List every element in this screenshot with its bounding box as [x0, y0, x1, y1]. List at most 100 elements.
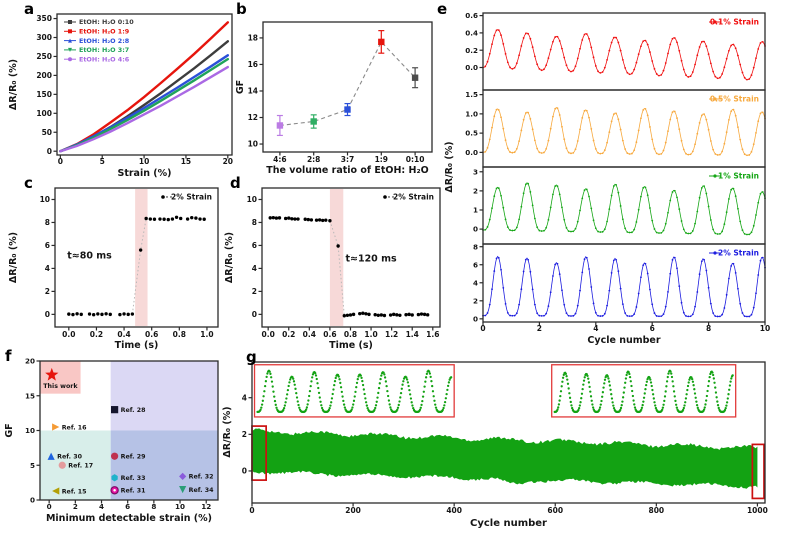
svg-text:10: 10 [175, 502, 185, 511]
svg-text:Ref. 16: Ref. 16 [62, 424, 87, 431]
svg-text:3: 3 [473, 167, 478, 176]
svg-text:100: 100 [36, 109, 52, 118]
svg-text:1.0: 1.0 [465, 109, 478, 118]
svg-text:50: 50 [42, 128, 52, 137]
svg-text:20: 20 [25, 357, 35, 366]
panel-f-label: f [5, 347, 12, 365]
svg-text:Time (s): Time (s) [329, 340, 373, 351]
panel-d-label: d [230, 174, 241, 192]
svg-text:2% Strain: 2% Strain [393, 193, 434, 202]
svg-text:300: 300 [36, 33, 52, 42]
svg-text:2: 2 [242, 430, 247, 439]
svg-text:t≈120 ms: t≈120 ms [345, 254, 397, 265]
panel-a-label: a [24, 0, 35, 18]
svg-text:4: 4 [45, 264, 50, 273]
svg-text:0.4: 0.4 [117, 330, 130, 339]
svg-text:8: 8 [473, 242, 478, 251]
svg-text:0: 0 [47, 502, 52, 511]
svg-text:Ref. 31: Ref. 31 [121, 488, 146, 495]
svg-text:EtOH: H₂O 1:9: EtOH: H₂O 1:9 [79, 28, 130, 36]
svg-text:1.0: 1.0 [364, 330, 377, 339]
svg-text:ΔR/R₀ (%): ΔR/R₀ (%) [8, 59, 19, 110]
svg-text:Ref. 30: Ref. 30 [57, 454, 82, 461]
svg-text:3:7: 3:7 [341, 155, 354, 164]
svg-text:2% Strain: 2% Strain [171, 193, 212, 202]
svg-text:ΔR/R₀ (%): ΔR/R₀ (%) [224, 232, 235, 283]
svg-text:EtOH: H₂O 3:7: EtOH: H₂O 3:7 [79, 46, 129, 54]
svg-text:4:6: 4:6 [273, 155, 286, 164]
svg-text:0.0: 0.0 [465, 63, 478, 72]
svg-text:6: 6 [650, 324, 655, 333]
svg-text:1% Strain: 1% Strain [718, 172, 759, 181]
svg-text:2: 2 [473, 186, 478, 195]
svg-text:8: 8 [252, 218, 257, 227]
svg-text:Minimum detectable strain (%): Minimum detectable strain (%) [46, 513, 212, 524]
svg-text:8: 8 [45, 218, 50, 227]
svg-text:2:8: 2:8 [307, 155, 320, 164]
svg-text:GF: GF [235, 80, 246, 94]
svg-text:5: 5 [100, 157, 105, 166]
svg-text:0.5% Strain: 0.5% Strain [710, 95, 759, 104]
svg-text:2: 2 [473, 296, 478, 305]
svg-text:EtOH: H₂O 0:10: EtOH: H₂O 0:10 [79, 18, 134, 26]
svg-text:0:10: 0:10 [406, 155, 425, 164]
svg-text:4: 4 [593, 324, 598, 333]
svg-text:Ref. 32: Ref. 32 [189, 474, 214, 481]
svg-text:0: 0 [473, 314, 478, 323]
svg-text:2: 2 [537, 324, 542, 333]
svg-text:4: 4 [252, 264, 257, 273]
svg-text:4: 4 [473, 278, 478, 287]
panel-c-chart: 0.0 0.2 0.4 0.6 0.8 1.0 0 2 4 6 8 10 Time (s) ΔR/R₀ (… [8, 187, 219, 351]
svg-text:0.4: 0.4 [465, 28, 478, 37]
svg-text:12: 12 [201, 502, 211, 511]
svg-text:10: 10 [760, 324, 770, 333]
svg-text:1: 1 [473, 206, 478, 215]
svg-text:EtOH: H₂O 2:8: EtOH: H₂O 2:8 [79, 37, 130, 45]
svg-text:0: 0 [30, 496, 35, 505]
svg-text:10: 10 [247, 195, 257, 204]
svg-text:0.1% Strain: 0.1% Strain [710, 18, 759, 27]
svg-text:200: 200 [345, 506, 361, 515]
panel-f-chart: 0 2 4 6 8 10 12 0 5 10 15 20 Minimum detectable stra… [4, 357, 219, 524]
svg-text:Ref. 34: Ref. 34 [189, 487, 214, 494]
svg-text:Ref. 29: Ref. 29 [121, 454, 146, 461]
svg-text:20: 20 [223, 157, 233, 166]
svg-text:0.4: 0.4 [303, 330, 316, 339]
svg-text:0.5: 0.5 [465, 129, 478, 138]
svg-text:200: 200 [36, 71, 52, 80]
svg-text:1000: 1000 [747, 506, 768, 515]
svg-text:350: 350 [36, 14, 52, 23]
svg-text:14: 14 [248, 87, 258, 96]
svg-text:EtOH: H₂O 4:6: EtOH: H₂O 4:6 [79, 55, 130, 63]
svg-text:15: 15 [181, 157, 191, 166]
svg-text:Ref. 33: Ref. 33 [121, 475, 146, 482]
svg-text:ΔR/R₀ (%): ΔR/R₀ (%) [8, 232, 19, 283]
svg-text:Strain (%): Strain (%) [117, 168, 171, 179]
svg-text:ΔR/R₀ (%): ΔR/R₀ (%) [222, 406, 233, 457]
panel-e-chart: 0.0 0.2 0.4 0.6 0.1% Strain 0.0 0.5 1.0 1.5 0.5% … [444, 11, 770, 346]
svg-text:2% Strain: 2% Strain [718, 249, 759, 258]
svg-text:0.8: 0.8 [173, 330, 186, 339]
svg-text:GF: GF [4, 423, 15, 437]
svg-text:150: 150 [36, 90, 52, 99]
svg-text:0.6: 0.6 [465, 11, 478, 20]
svg-text:0: 0 [47, 147, 52, 156]
svg-text:0.0: 0.0 [262, 330, 275, 339]
panel-c-label: c [24, 174, 33, 192]
svg-text:250: 250 [36, 52, 52, 61]
svg-text:0.2: 0.2 [90, 330, 103, 339]
svg-text:10: 10 [139, 157, 149, 166]
svg-text:0.0: 0.0 [465, 148, 478, 157]
svg-text:6: 6 [45, 241, 50, 250]
svg-text:10: 10 [25, 426, 35, 435]
svg-text:1:9: 1:9 [375, 155, 388, 164]
svg-text:600: 600 [547, 506, 563, 515]
svg-text:8: 8 [706, 324, 711, 333]
svg-text:0: 0 [45, 310, 50, 319]
svg-text:10: 10 [248, 140, 258, 149]
svg-text:1.2: 1.2 [385, 330, 398, 339]
svg-text:6: 6 [473, 260, 478, 269]
svg-text:0: 0 [252, 310, 257, 319]
